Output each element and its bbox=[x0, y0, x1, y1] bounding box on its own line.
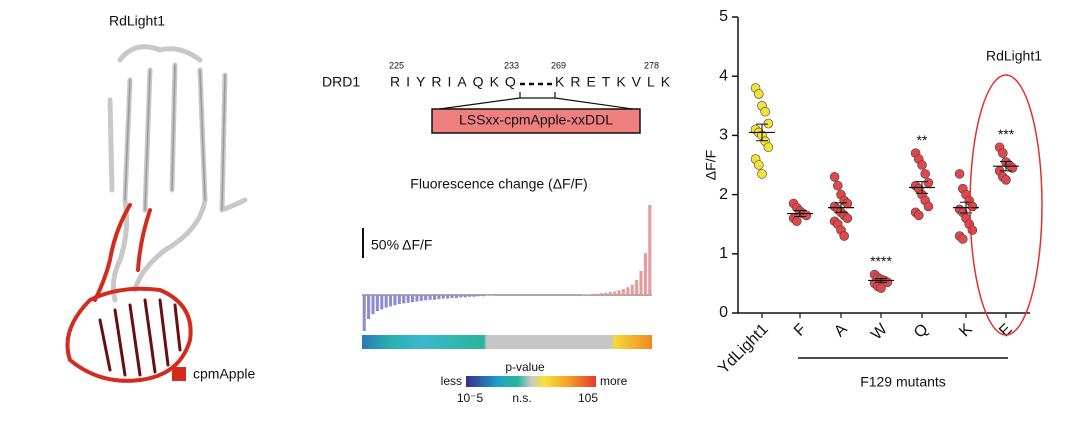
residue-number: 225 bbox=[389, 60, 404, 70]
data-point bbox=[967, 201, 978, 212]
error-bar bbox=[756, 123, 768, 142]
significance: **** bbox=[870, 253, 892, 269]
error-bar bbox=[875, 278, 887, 283]
structure-title: RdLight1 bbox=[109, 13, 165, 29]
highlight-ellipse bbox=[969, 74, 1043, 336]
pvalue-colorbar bbox=[466, 376, 596, 387]
error-bar bbox=[916, 181, 928, 194]
receptor-label: DRD1 bbox=[322, 74, 360, 90]
pvalue-more: more bbox=[600, 374, 628, 388]
data-point bbox=[842, 198, 853, 209]
data-point bbox=[923, 201, 934, 212]
insert-label: LSSxx-cpmApple-xxDDL bbox=[459, 112, 613, 128]
y-tick-label: 1 bbox=[719, 245, 728, 262]
data-point bbox=[917, 160, 927, 170]
sequence-right: KRETKVLK bbox=[555, 74, 676, 90]
y-tick-label: 4 bbox=[719, 67, 728, 84]
insert-box bbox=[431, 108, 641, 134]
data-point bbox=[760, 106, 771, 117]
data-point bbox=[791, 216, 802, 227]
y-axis-label: ΔF/F bbox=[703, 150, 719, 180]
data-point bbox=[876, 283, 886, 293]
data-point bbox=[957, 234, 968, 244]
x-tick-label: A bbox=[831, 321, 851, 341]
scale-bar-label: 50% ΔF/F bbox=[371, 237, 432, 253]
data-point bbox=[757, 169, 767, 179]
data-point bbox=[967, 225, 978, 235]
pvalue-tick: n.s. bbox=[512, 391, 531, 405]
y-tick-label: 2 bbox=[719, 186, 728, 203]
pvalue-title: p-value bbox=[505, 360, 545, 374]
residue-number: 269 bbox=[551, 60, 566, 70]
data-point bbox=[1001, 175, 1011, 185]
x-tick-label: YdLight1 bbox=[715, 321, 772, 378]
data-point bbox=[997, 148, 1008, 158]
data-point bbox=[829, 172, 840, 182]
highlight-label: RdLight1 bbox=[986, 48, 1042, 64]
data-point bbox=[753, 89, 764, 99]
data-point bbox=[954, 169, 965, 179]
error-bar bbox=[835, 202, 847, 213]
pvalue-less: less bbox=[441, 374, 462, 388]
pvalue-tick: 10⁻5 bbox=[457, 391, 484, 405]
x-tick-label: Q bbox=[911, 321, 932, 342]
significance: ** bbox=[917, 132, 928, 148]
insert-connector bbox=[431, 92, 641, 111]
legend-label: cpmApple bbox=[193, 366, 255, 382]
sequence-left: RIYRIAQKQ bbox=[390, 74, 522, 90]
screen-title: Fluorescence change (ΔF/F) bbox=[410, 176, 587, 192]
error-bar bbox=[794, 210, 806, 218]
y-tick-label: 5 bbox=[719, 8, 728, 25]
dot-plot: 0 1 2 3 4 5 YdLight1 F A W **** Q ** K E *** bbox=[715, 8, 1030, 377]
error-bar bbox=[1000, 160, 1012, 172]
data-point bbox=[753, 160, 764, 170]
significance: *** bbox=[998, 126, 1015, 142]
data-point bbox=[832, 180, 843, 191]
x-tick-label: K bbox=[956, 321, 976, 341]
y-tick-label: 0 bbox=[719, 304, 728, 321]
protein-structure bbox=[65, 44, 248, 383]
x-tick-label: E bbox=[996, 321, 1016, 341]
group-label: F129 mutants bbox=[860, 374, 946, 390]
waterfall bbox=[362, 205, 652, 331]
pvalue-tick: 105 bbox=[578, 391, 598, 405]
data-point bbox=[920, 169, 931, 179]
data-point bbox=[923, 177, 934, 188]
x-tick-label: F bbox=[791, 321, 810, 340]
data-point bbox=[842, 213, 853, 224]
data-point bbox=[763, 142, 774, 153]
data-point bbox=[763, 118, 774, 129]
y-tick-label: 3 bbox=[719, 127, 728, 144]
data-point bbox=[913, 210, 924, 221]
x-tick-label: W bbox=[868, 320, 891, 343]
residue-number: 233 bbox=[504, 60, 519, 70]
data-point bbox=[839, 231, 850, 241]
data-point bbox=[801, 210, 812, 221]
pvalue-strip bbox=[362, 335, 652, 349]
residue-number: 278 bbox=[644, 60, 659, 70]
legend-swatch bbox=[172, 367, 186, 381]
